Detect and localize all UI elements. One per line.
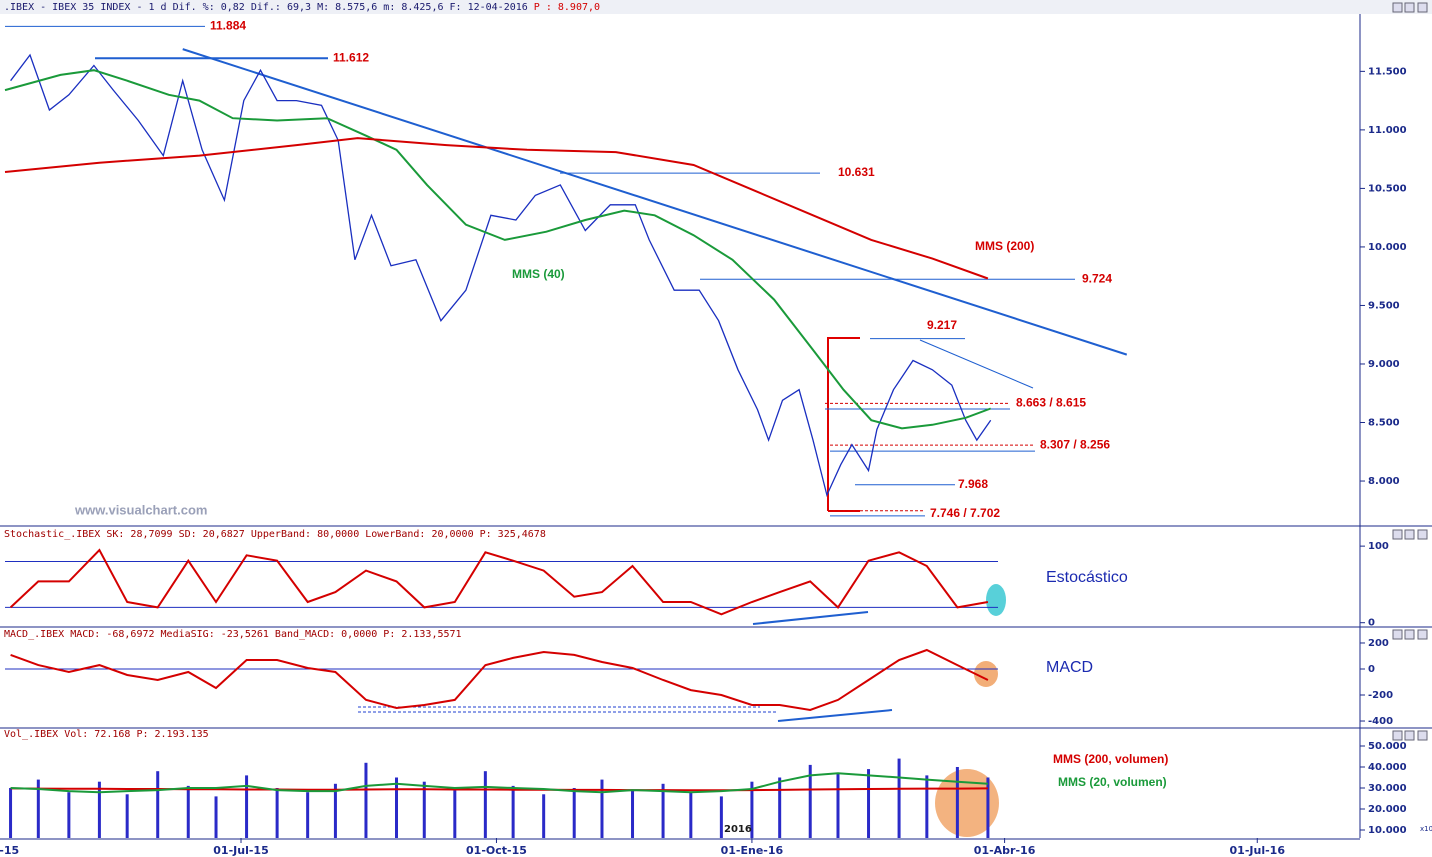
volume-bar xyxy=(572,787,576,838)
y-tick-label: 8.500 xyxy=(1368,418,1400,429)
level-label: 9.724 xyxy=(1082,271,1112,285)
volume-bar xyxy=(925,775,929,838)
y-tick-label: 20.000 xyxy=(1368,804,1407,815)
y-tick-label: 10.000 xyxy=(1368,825,1407,836)
volume-bar xyxy=(542,794,546,838)
volume-bar xyxy=(333,783,337,838)
x-tick-label: 01-Jul-16 xyxy=(1230,844,1286,857)
series-line xyxy=(10,53,992,498)
y-tick-label: 30.000 xyxy=(1368,783,1407,794)
volume-bar xyxy=(453,790,457,838)
level-label: 7.746 / 7.702 xyxy=(930,506,1000,520)
year-marker: 2016 xyxy=(724,824,752,835)
volume-bar xyxy=(661,783,665,838)
volume-bar xyxy=(600,779,604,838)
series-line xyxy=(9,548,989,616)
volume-bar xyxy=(750,781,754,838)
volume-bar xyxy=(483,771,487,838)
volume-bar xyxy=(395,777,399,838)
volume-bar xyxy=(511,785,515,838)
volume-bar xyxy=(867,769,871,838)
trend-line xyxy=(182,48,1128,356)
panel-annotation: Estocástico xyxy=(1046,569,1128,586)
y-tick-label: 200 xyxy=(1368,638,1389,649)
series-line xyxy=(10,772,988,794)
volume-bar xyxy=(214,796,218,838)
y-tick-label: 0 xyxy=(1368,664,1375,675)
volume-bar xyxy=(778,777,782,838)
y-tick-label: 40.000 xyxy=(1368,762,1407,773)
x-tick-label: 01-Jul-15 xyxy=(213,844,268,857)
volume-bar xyxy=(422,781,426,838)
x-tick-label: 01-Abr-16 xyxy=(974,844,1036,857)
panel-annotation: MACD xyxy=(1046,659,1093,676)
volume-bar xyxy=(9,787,13,838)
header-bar xyxy=(0,0,1432,14)
y-tick-label: 9.000 xyxy=(1368,359,1400,370)
series-line xyxy=(10,648,989,712)
volume-bar xyxy=(836,773,840,838)
volume-bar xyxy=(186,785,190,838)
x-tick-label: 01-Abr-15 xyxy=(0,844,19,857)
series-label: MMS (20, volumen) xyxy=(1058,775,1167,789)
y-tick-label: -400 xyxy=(1368,716,1393,727)
y-unit: x10 xyxy=(1420,825,1432,833)
volume-bar xyxy=(955,766,959,838)
panel-header: Vol_.IBEX Vol: 72.168 P: 2.193.135 xyxy=(4,729,209,740)
panel-header: Stochastic_.IBEX SK: 28,7099 SD: 20,6827… xyxy=(4,529,546,540)
volume-bar xyxy=(36,779,40,838)
volume-bar xyxy=(97,781,101,838)
volume-bar xyxy=(125,794,129,838)
level-label: 8.663 / 8.615 xyxy=(1016,396,1086,410)
volume-bar xyxy=(156,771,160,838)
y-tick-label: 11.500 xyxy=(1368,66,1407,77)
watermark: www.visualchart.com xyxy=(74,502,207,517)
y-tick-label: 50.000 xyxy=(1368,741,1407,752)
series-line xyxy=(4,137,989,280)
highlights xyxy=(358,337,1034,837)
volume-bar xyxy=(631,790,635,838)
y-tick-label: 10.500 xyxy=(1368,183,1407,194)
level-label: 10.631 xyxy=(838,165,875,179)
volume-bar xyxy=(719,796,723,838)
volume-bar xyxy=(67,792,71,838)
volume-bar xyxy=(808,764,812,838)
window-buttons[interactable] xyxy=(1392,2,1428,741)
volume-bar xyxy=(306,792,310,838)
y-tick-label: 11.000 xyxy=(1368,125,1407,136)
level-label: 7.968 xyxy=(958,477,988,491)
volume-bar xyxy=(275,787,279,838)
x-tick-label: 01-Ene-16 xyxy=(721,844,784,857)
volume-bar xyxy=(986,777,990,838)
panel-header: .IBEX - IBEX 35 INDEX - 1 d Dif. %: 0,82… xyxy=(4,2,528,13)
series-label: MMS (40) xyxy=(512,267,565,281)
volume-bar xyxy=(364,762,368,838)
level-label: 11.884 xyxy=(210,19,246,33)
series-line xyxy=(4,69,992,430)
y-tick-label: 0 xyxy=(1368,618,1375,629)
level-label: 8.307 / 8.256 xyxy=(1040,437,1110,451)
frame xyxy=(0,14,1432,840)
volume-bar xyxy=(689,792,693,838)
level-label: 9.217 xyxy=(927,318,957,332)
series-label: MMS (200) xyxy=(975,239,1034,253)
volume-bar xyxy=(245,775,249,838)
y-tick-label: 8.000 xyxy=(1368,476,1400,487)
volume-bar xyxy=(897,758,901,838)
y-tick-label: -200 xyxy=(1368,690,1393,701)
y-tick-label: 100 xyxy=(1368,541,1389,552)
x-tick-label: 01-Oct-15 xyxy=(466,844,527,857)
header-price: P : 8.907,0 xyxy=(534,2,600,13)
y-tick-label: 9.500 xyxy=(1368,300,1400,311)
y-tick-label: 10.000 xyxy=(1368,242,1407,253)
panel-header: MACD_.IBEX MACD: -68,6972 MediaSIG: -23,… xyxy=(4,629,462,640)
level-label: 11.612 xyxy=(333,50,369,64)
series-label: MMS (200, volumen) xyxy=(1053,752,1168,766)
